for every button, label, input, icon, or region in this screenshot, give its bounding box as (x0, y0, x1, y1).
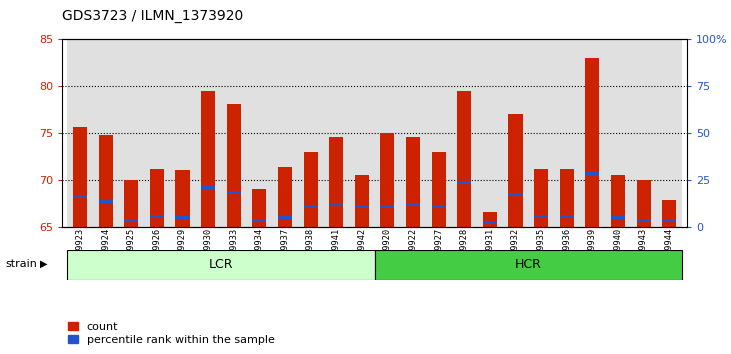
Bar (73, 196, 87, 198)
Bar (252, 219, 266, 222)
Bar (637, 180, 651, 227)
Bar (586, 172, 599, 175)
Bar (150, 169, 164, 227)
Bar (67, 250, 375, 280)
Bar (272, 39, 298, 227)
Bar (329, 203, 344, 206)
Bar (406, 137, 420, 227)
Bar (662, 200, 676, 227)
Bar (554, 39, 580, 227)
Bar (349, 39, 375, 227)
Bar (534, 169, 548, 227)
Bar (144, 39, 170, 227)
Bar (170, 39, 195, 227)
Text: LCR: LCR (208, 258, 233, 271)
Bar (483, 212, 497, 227)
Bar (221, 39, 246, 227)
Bar (662, 219, 676, 222)
Bar (560, 215, 574, 217)
Text: GDS3723 / ILMN_1373920: GDS3723 / ILMN_1373920 (62, 9, 243, 23)
Bar (605, 39, 631, 227)
Bar (99, 200, 113, 203)
Bar (303, 152, 318, 227)
Text: strain: strain (6, 259, 38, 269)
Legend: count, percentile rank within the sample: count, percentile rank within the sample (68, 321, 274, 345)
Bar (124, 180, 138, 227)
Text: ▶: ▶ (40, 259, 48, 269)
Bar (631, 39, 656, 227)
Bar (93, 39, 118, 227)
Bar (560, 169, 574, 227)
Bar (509, 193, 523, 196)
Bar (534, 215, 548, 217)
Bar (580, 39, 605, 227)
Bar (227, 191, 240, 194)
Bar (509, 114, 523, 227)
Bar (227, 104, 240, 227)
Bar (252, 189, 266, 227)
Bar (586, 58, 599, 227)
Bar (67, 39, 93, 227)
Bar (458, 91, 471, 227)
Bar (426, 39, 452, 227)
Bar (246, 39, 272, 227)
Bar (175, 170, 189, 227)
Bar (175, 216, 189, 219)
Bar (355, 205, 369, 208)
Bar (201, 187, 215, 189)
Bar (355, 175, 369, 227)
Bar (201, 91, 215, 227)
Bar (118, 39, 144, 227)
Bar (329, 137, 344, 227)
Bar (458, 182, 471, 184)
Bar (323, 39, 349, 227)
Bar (150, 215, 164, 217)
Bar (278, 216, 292, 219)
Bar (529, 39, 554, 227)
Bar (298, 39, 323, 227)
Bar (503, 39, 529, 227)
Bar (452, 39, 477, 227)
Bar (431, 152, 446, 227)
Bar (483, 221, 497, 224)
Bar (99, 135, 113, 227)
Bar (195, 39, 221, 227)
Bar (431, 205, 446, 208)
Bar (380, 205, 395, 208)
Bar (380, 133, 395, 227)
Bar (124, 219, 138, 222)
Bar (401, 39, 426, 227)
Bar (637, 219, 651, 222)
Bar (303, 205, 318, 208)
Text: HCR: HCR (515, 258, 542, 271)
Bar (656, 39, 682, 227)
Bar (278, 166, 292, 227)
Bar (73, 127, 87, 227)
Bar (375, 250, 682, 280)
Bar (611, 175, 625, 227)
Bar (375, 39, 401, 227)
Bar (611, 216, 625, 219)
Bar (406, 203, 420, 206)
Bar (477, 39, 503, 227)
